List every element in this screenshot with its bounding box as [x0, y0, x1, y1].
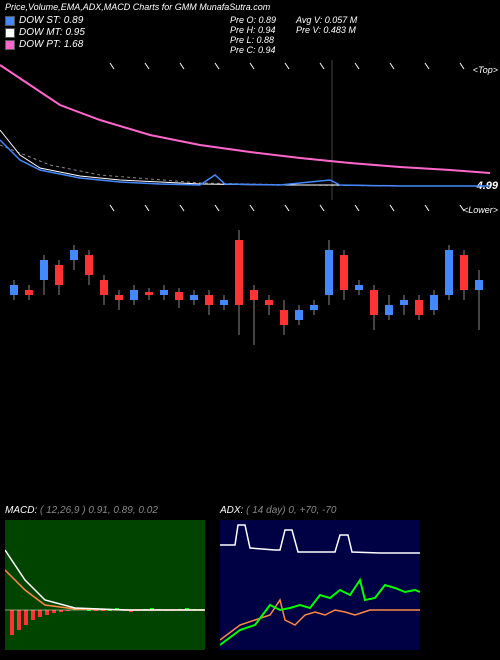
stats-col-1: Pre O: 0.89Pre H: 0.94Pre L: 0.88Pre C: …: [230, 15, 276, 55]
macd-label-row: MACD: ( 12,26,9 ) 0.91, 0.89, 0.02: [5, 505, 158, 516]
stat-item: Pre L: 0.88: [230, 35, 276, 45]
legend-text: DOW MT: 0.95: [19, 27, 85, 38]
candlestick-chart: [0, 200, 490, 380]
title-text: Price,Volume,EMA,ADX,MACD Charts for GMM…: [5, 2, 270, 12]
legend-row: DOW MT: 0.95: [5, 27, 85, 38]
legend-swatch: [5, 28, 15, 38]
macd-label: MACD:: [5, 505, 37, 516]
stat-item: Pre C: 0.94: [230, 45, 276, 55]
chart-title: Price,Volume,EMA,ADX,MACD Charts for GMM…: [0, 0, 500, 14]
stat-item: Pre O: 0.89: [230, 15, 276, 25]
stat-item: Pre V: 0.483 M: [296, 25, 357, 35]
adx-chart: [220, 520, 420, 650]
legend-row: DOW PT: 1.68: [5, 39, 85, 50]
stat-item: Avg V: 0.057 M: [296, 15, 357, 25]
macd-params: ( 12,26,9 ) 0.91, 0.89, 0.02: [40, 505, 158, 516]
legend-row: DOW ST: 0.89: [5, 15, 85, 26]
adx-label: ADX:: [220, 505, 243, 516]
legend-swatch: [5, 16, 15, 26]
stat-item: Pre H: 0.94: [230, 25, 276, 35]
legend: DOW ST: 0.89DOW MT: 0.95DOW PT: 1.68: [5, 15, 85, 51]
macd-chart: [5, 520, 205, 650]
adx-params: ( 14 day) 0, +70, -70: [246, 505, 336, 516]
stats-col-2: Avg V: 0.057 MPre V: 0.483 M: [296, 15, 357, 55]
legend-text: DOW PT: 1.68: [19, 39, 83, 50]
adx-label-row: ADX: ( 14 day) 0, +70, -70: [220, 505, 336, 516]
legend-text: DOW ST: 0.89: [19, 15, 83, 26]
ema-chart: [0, 60, 490, 200]
legend-swatch: [5, 40, 15, 50]
ohlc-stats: Pre O: 0.89Pre H: 0.94Pre L: 0.88Pre C: …: [230, 15, 357, 55]
